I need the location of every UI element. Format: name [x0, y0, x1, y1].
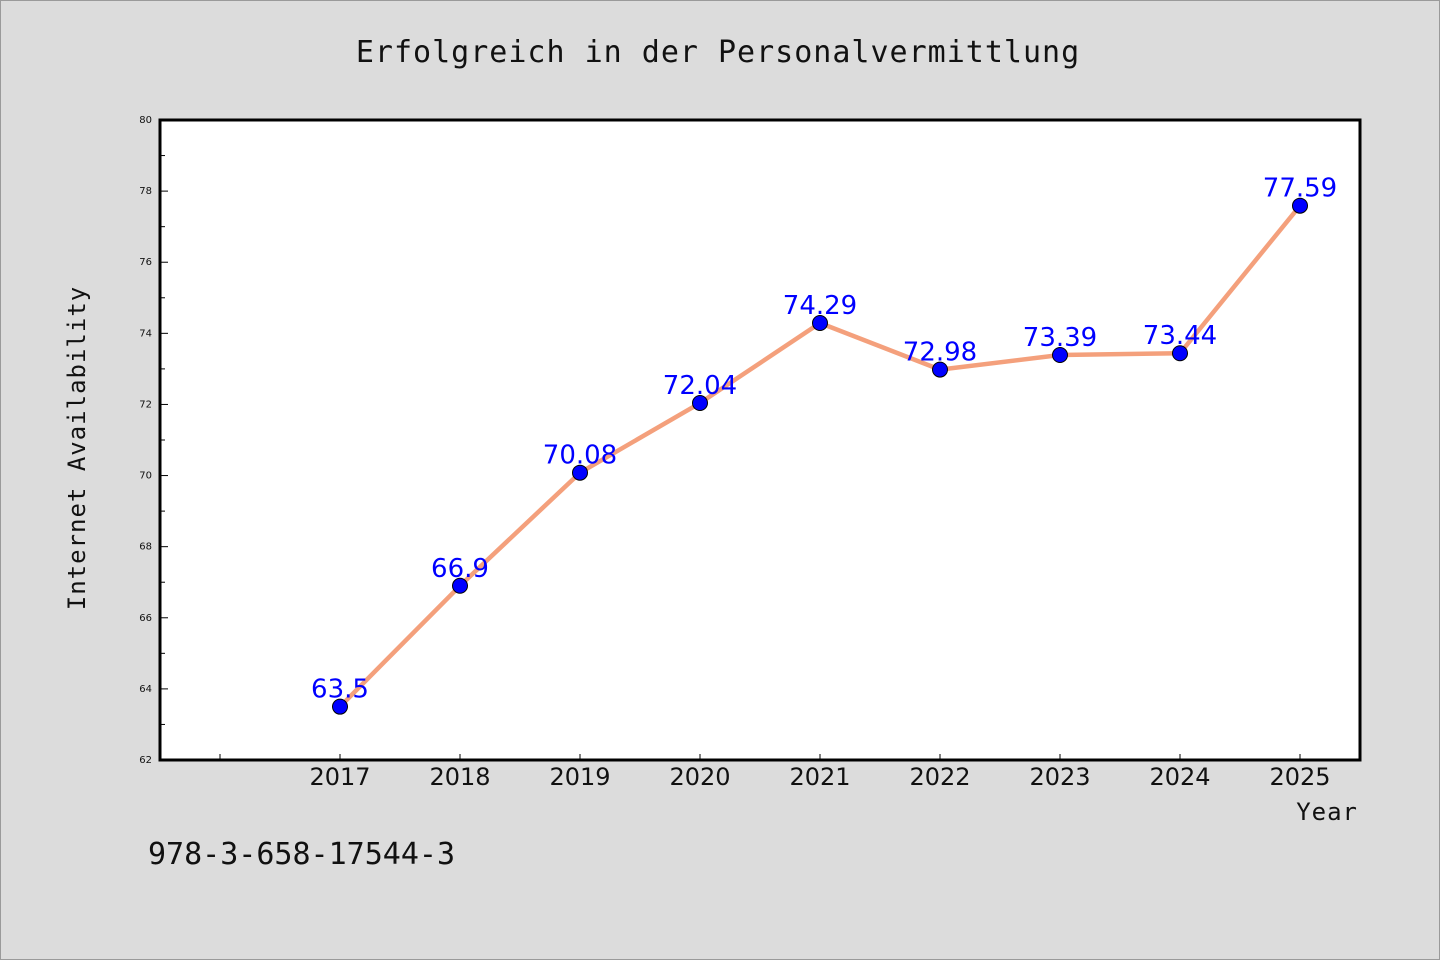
data-label: 74.29: [783, 291, 857, 321]
y-tick-label: 70: [139, 471, 152, 482]
data-label: 73.39: [1023, 323, 1097, 353]
data-label: 70.08: [543, 441, 617, 471]
data-label: 66.9: [431, 554, 489, 584]
x-tick-label: 2024: [1149, 763, 1210, 791]
y-tick-label: 68: [139, 542, 152, 553]
x-axis-title: Year: [1296, 798, 1358, 826]
data-label: 63.5: [311, 675, 369, 705]
x-tick-label: 2025: [1269, 763, 1330, 791]
x-tick-label: 2017: [309, 763, 370, 791]
y-tick-label: 72: [139, 399, 152, 410]
data-point: [932, 361, 948, 378]
data-point: [332, 698, 348, 715]
data-point: [1052, 347, 1068, 364]
x-tick-label: 2022: [909, 763, 970, 791]
x-axis: 2017 2018 2019 2020 2021 2022 2023 2024 2025: [219, 754, 1331, 791]
x-tick-label: 2020: [669, 763, 730, 791]
chart-title: Erfolgreich in der Personalvermittlung: [356, 35, 1080, 70]
x-tick-label: 2019: [549, 763, 610, 791]
plot-area: [160, 120, 1360, 760]
plot-border: [158, 118, 1362, 762]
data-label: 72.98: [903, 338, 977, 368]
data-label: 73.44: [1143, 321, 1217, 351]
data-label: 72.04: [663, 371, 737, 401]
y-tick-label: 64: [139, 684, 152, 695]
x-tick-label: 2021: [789, 763, 850, 791]
y-tick-label: 62: [139, 755, 152, 766]
y-tick-label: 80: [139, 115, 152, 126]
isbn-footer: 978-3-658-17544-3: [148, 837, 455, 872]
data-point: [1292, 197, 1308, 214]
x-tick-label: 2023: [1029, 763, 1090, 791]
data-point: [692, 395, 708, 412]
y-tick-label: 74: [139, 328, 152, 339]
data-point: [812, 315, 828, 332]
y-axis-title: Internet Availability: [63, 286, 91, 610]
marker-group: [332, 197, 1308, 715]
x-tick-label: 2018: [429, 763, 490, 791]
y-tick-label: 78: [139, 186, 152, 197]
data-label: 77.59: [1263, 174, 1337, 204]
data-point: [1172, 345, 1188, 362]
data-point: [572, 464, 588, 481]
y-tick-label: 66: [139, 613, 152, 624]
data-label-group: 63.5 66.9 70.08 72.04 74.29 72.98 73.39 73.44 77…: [311, 174, 1337, 705]
y-tick-label: 76: [139, 257, 152, 268]
data-point: [452, 577, 468, 594]
